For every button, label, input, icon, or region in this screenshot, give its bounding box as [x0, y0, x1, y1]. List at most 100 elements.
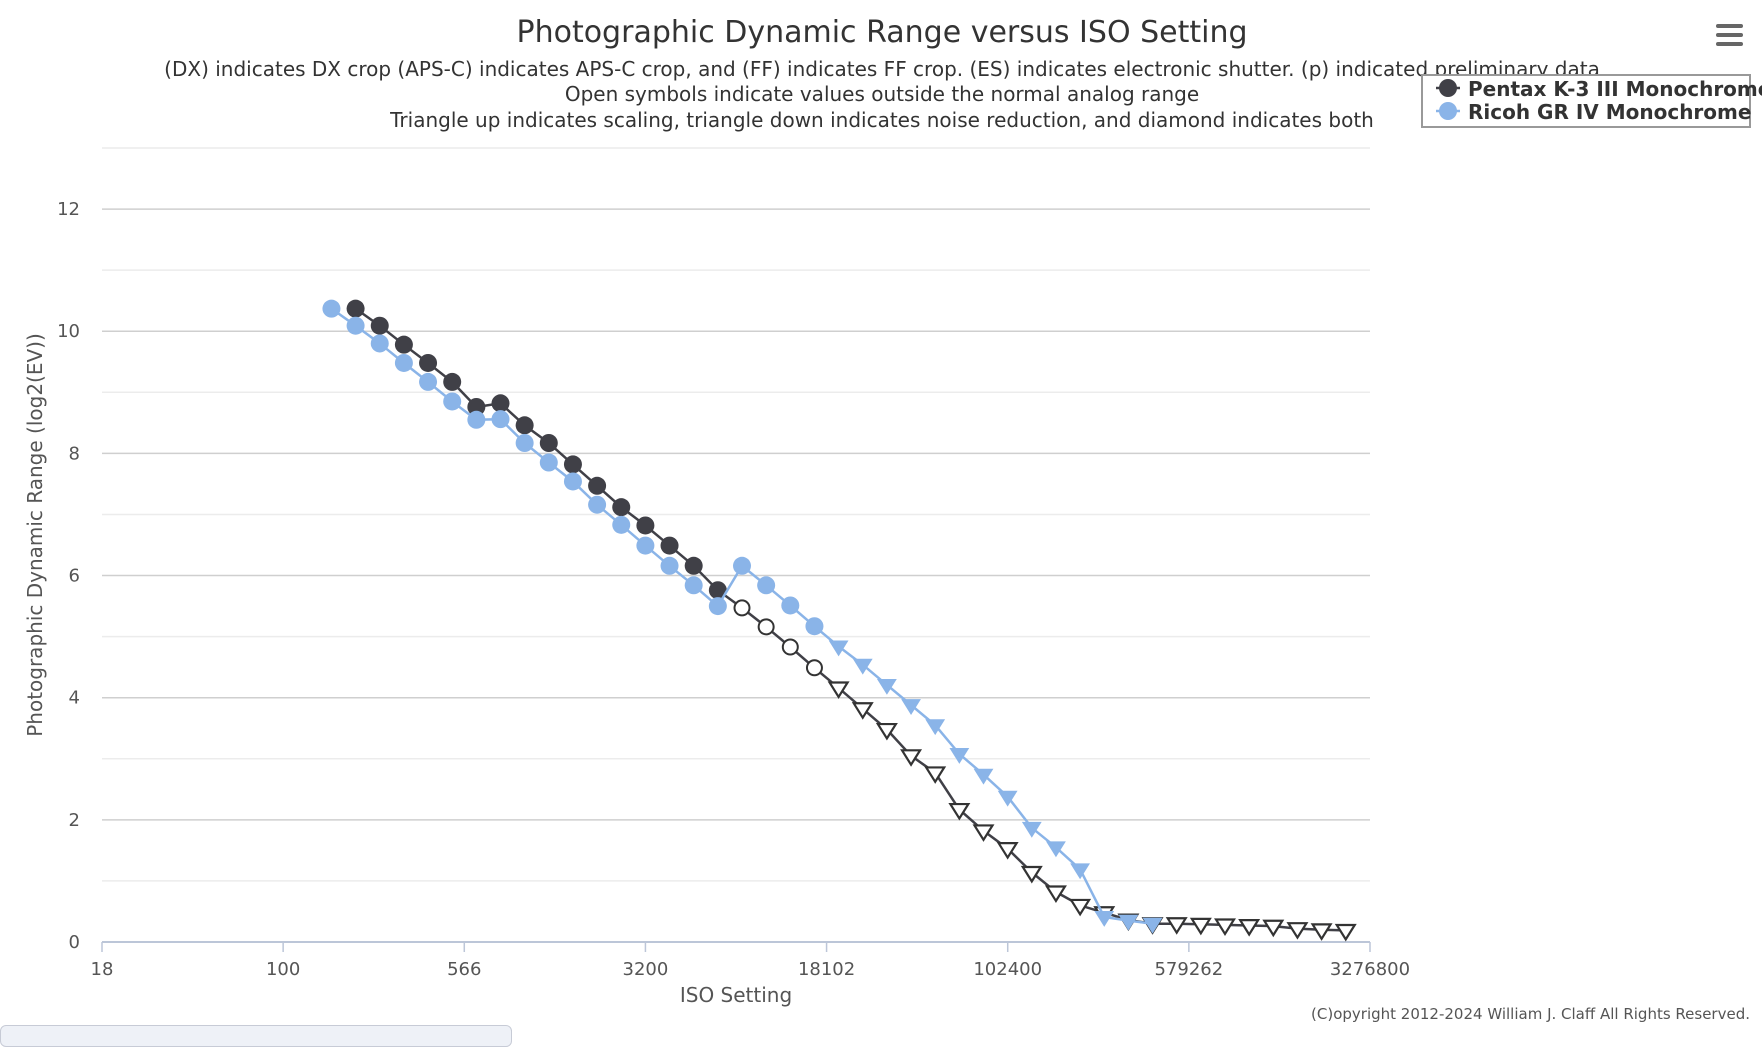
data-point[interactable] [852, 658, 873, 675]
data-point[interactable] [515, 416, 534, 435]
data-point[interactable] [949, 747, 970, 764]
data-point[interactable] [1334, 923, 1357, 942]
legend-label-pentax: Pentax K-3 III Monochrome [1468, 77, 1762, 101]
data-point[interactable] [851, 702, 874, 720]
data-point[interactable] [901, 699, 921, 715]
data-point[interactable] [394, 335, 413, 354]
data-point[interactable] [515, 434, 534, 453]
data-point[interactable] [925, 719, 946, 736]
data-point[interactable] [491, 394, 510, 413]
data-point[interactable] [948, 802, 971, 821]
data-point[interactable] [781, 596, 800, 615]
data-point[interactable] [1118, 914, 1139, 931]
data-point[interactable] [757, 576, 776, 595]
data-point[interactable] [467, 410, 486, 429]
data-point[interactable] [612, 498, 631, 517]
x-tick-label: 18102 [798, 959, 855, 980]
data-point[interactable] [636, 536, 655, 555]
chart-subtitle-line-1: (DX) indicates DX crop (APS-C) indicates… [164, 57, 1600, 81]
data-point[interactable] [757, 618, 775, 636]
data-point[interactable] [973, 768, 994, 785]
data-point[interactable] [563, 455, 582, 474]
data-point[interactable] [875, 722, 898, 741]
grid-layer [102, 147, 1370, 882]
data-point[interactable] [1044, 885, 1067, 903]
data-point[interactable] [1142, 917, 1163, 934]
series-pentax[interactable] [346, 299, 1357, 942]
y-tick-label: 10 [57, 321, 80, 342]
data-point[interactable] [588, 476, 607, 495]
data-point[interactable] [346, 299, 365, 318]
data-point[interactable] [733, 599, 751, 617]
data-point[interactable] [419, 372, 438, 391]
legend[interactable]: Pentax K-3 III Monochrome Ricoh GR IV Mo… [1421, 74, 1762, 128]
data-point[interactable] [781, 638, 799, 656]
legend-item-pentax[interactable]: Pentax K-3 III Monochrome [1436, 77, 1762, 101]
data-point[interactable] [370, 316, 389, 335]
data-point[interactable] [805, 617, 824, 636]
data-point[interactable] [539, 434, 558, 453]
data-point[interactable] [1069, 898, 1092, 917]
data-point[interactable] [660, 536, 679, 555]
data-point[interactable] [924, 766, 947, 784]
menu-bar-middle [1716, 33, 1743, 37]
y-tick-label: 12 [57, 199, 80, 220]
legend-item-ricoh[interactable]: Ricoh GR IV Monochrome [1436, 100, 1751, 124]
x-tick-label: 18 [91, 959, 114, 980]
data-point[interactable] [1214, 918, 1236, 936]
data-point[interactable] [828, 640, 849, 657]
data-point[interactable] [612, 515, 631, 534]
data-point[interactable] [322, 299, 341, 318]
x-tick-label: 100 [266, 959, 300, 980]
data-point[interactable] [1310, 923, 1333, 941]
data-point[interactable] [1021, 821, 1042, 838]
data-point[interactable] [588, 495, 607, 514]
menu-bar-top [1716, 24, 1743, 28]
data-point[interactable] [996, 842, 1019, 860]
y-axis: 0 2 4 6 8 10 12 [57, 199, 80, 953]
data-point[interactable] [1020, 865, 1043, 884]
data-point[interactable] [636, 516, 655, 535]
data-point[interactable] [708, 597, 727, 616]
data-point[interactable] [419, 353, 438, 372]
data-point[interactable] [805, 659, 823, 677]
data-point[interactable] [1165, 917, 1188, 935]
data-point[interactable] [997, 790, 1018, 807]
data-point[interactable] [467, 397, 486, 416]
data-point[interactable] [972, 824, 995, 842]
y-tick-label: 0 [69, 932, 80, 953]
data-point[interactable] [1094, 911, 1115, 927]
data-point[interactable] [370, 334, 389, 353]
y-tick-label: 4 [69, 688, 80, 709]
hamburger-menu-icon[interactable] [1708, 18, 1750, 54]
data-point[interactable] [708, 581, 727, 600]
data-point[interactable] [1189, 917, 1212, 936]
data-point[interactable] [443, 392, 462, 411]
data-point[interactable] [684, 576, 703, 595]
data-point[interactable] [827, 681, 850, 699]
copyright-credits[interactable]: (C)opyright 2012-2024 William J. Claff A… [1311, 1005, 1750, 1023]
data-point[interactable] [876, 678, 897, 695]
data-point[interactable] [684, 556, 703, 575]
data-point[interactable] [539, 453, 558, 472]
y-tick-label: 2 [69, 810, 80, 831]
x-axis-title: ISO Setting [680, 983, 792, 1007]
data-point[interactable] [394, 353, 413, 372]
data-point[interactable] [443, 372, 462, 391]
data-point[interactable] [900, 749, 923, 767]
data-point[interactable] [732, 556, 751, 575]
data-point[interactable] [1238, 919, 1261, 937]
horizontal-scrollbar[interactable] [0, 1025, 512, 1047]
data-point[interactable] [563, 472, 582, 491]
data-point[interactable] [1286, 922, 1309, 940]
data-point[interactable] [660, 556, 679, 575]
data-point[interactable] [491, 410, 510, 429]
series-ricoh[interactable] [322, 299, 1163, 934]
y-tick-label: 8 [69, 443, 80, 464]
data-point[interactable] [1262, 919, 1285, 938]
x-tick-label: 579262 [1154, 959, 1223, 980]
data-point[interactable] [1070, 863, 1091, 880]
legend-marker-pentax [1439, 79, 1457, 97]
data-point[interactable] [1046, 841, 1066, 858]
data-point[interactable] [346, 316, 365, 335]
